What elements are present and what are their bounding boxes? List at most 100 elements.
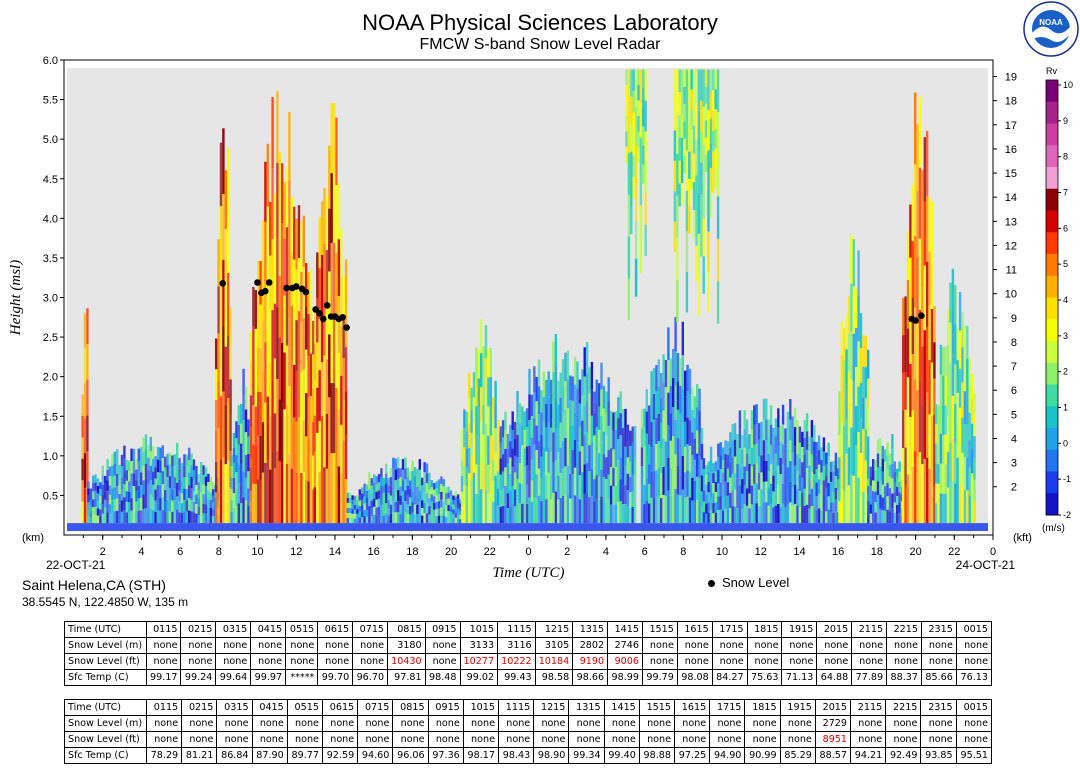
table-cell: 86.84 — [216, 747, 253, 764]
echo-cell-8 — [593, 501, 596, 524]
snow-level-point — [918, 312, 925, 320]
table-cell: none — [709, 731, 746, 748]
echo-cell-8 — [605, 501, 608, 524]
table-cell: 2315 — [920, 621, 957, 638]
echo-cell-8 — [525, 446, 529, 466]
echo-cell-10 — [660, 498, 663, 524]
echo-cell-5 — [318, 370, 321, 422]
echo-cell-12 — [721, 497, 725, 511]
echo-cell-6 — [377, 506, 381, 515]
echo-cell-5 — [313, 308, 317, 345]
echo-cell-10 — [648, 483, 651, 504]
echo-cell-8 — [540, 501, 543, 524]
echo-cell-1 — [188, 485, 191, 498]
echo-cell-8 — [552, 492, 555, 524]
echo-cell-6 — [411, 502, 414, 513]
echo-cell-16 — [968, 384, 971, 413]
echo-cell-11 — [688, 151, 691, 179]
echo-cell-2 — [227, 460, 230, 524]
echo-cell-8 — [521, 464, 524, 485]
echo-cell-11 — [692, 97, 696, 126]
echo-cell-4 — [266, 396, 269, 460]
echo-cell-11 — [712, 90, 715, 111]
echo-cell-16 — [942, 464, 945, 494]
echo-cell-7 — [492, 418, 495, 440]
echo-cell-8 — [576, 361, 579, 389]
echo-cell-7 — [480, 421, 483, 456]
echo-cell-0 — [86, 379, 89, 416]
echo-cell-7 — [477, 349, 480, 379]
echo-cell-4 — [259, 304, 262, 349]
snow-level-m-row: Snow Level (m) none none none none none none no… — [64, 637, 993, 654]
colorbar-tick-label: -2 — [1063, 510, 1071, 520]
echo-cell-14 — [888, 464, 892, 477]
echo-cell-11 — [683, 138, 686, 156]
echo-cell-4 — [249, 427, 253, 460]
echo-cell-8 — [624, 485, 627, 504]
echo-cell-13 — [864, 460, 867, 492]
echo-cell-8 — [525, 484, 529, 504]
echo-cell-6 — [423, 482, 426, 493]
echo-cell-11 — [716, 196, 720, 239]
echo-cell-8 — [501, 488, 505, 506]
echo-cell-12 — [753, 503, 756, 524]
echo-cell-10 — [684, 370, 687, 397]
echo-cell-1 — [192, 491, 196, 502]
echo-cell-6 — [428, 514, 431, 524]
echo-cell-16 — [973, 414, 976, 437]
table-cell: 3116 — [497, 637, 536, 654]
echo-cell-12 — [726, 509, 730, 524]
echo-cell-10 — [662, 410, 665, 439]
echo-cell-4 — [290, 360, 293, 415]
snow-level-legend: Snow Level — [708, 575, 789, 590]
echo-cell-4 — [283, 295, 286, 353]
echo-cell-12 — [760, 506, 763, 524]
echo-cell-8 — [564, 409, 567, 438]
echo-cell-1 — [197, 514, 200, 524]
echo-cell-8 — [509, 424, 512, 442]
echo-cell-10 — [691, 500, 694, 524]
echo-cell-10 — [681, 355, 684, 389]
x-tick-label: 14 — [329, 546, 341, 558]
table-cell: none — [568, 731, 605, 748]
echo-cell-12 — [762, 440, 766, 461]
table-cell: none — [215, 653, 252, 670]
echo-cell-14 — [898, 482, 901, 493]
echo-cell-8 — [573, 440, 577, 468]
echo-cell-10 — [664, 441, 668, 469]
echo-cell-14 — [869, 494, 872, 505]
echo-cell-1 — [111, 477, 114, 489]
echo-cell-8 — [571, 498, 574, 524]
echo-cell-1 — [113, 463, 116, 476]
echo-cell-13 — [855, 445, 858, 485]
echo-cell-1 — [212, 482, 215, 489]
y-tick-label: 5.5 — [43, 95, 58, 107]
echo-cell-6 — [349, 497, 352, 503]
echo-cell-7 — [463, 409, 466, 429]
echo-cell-16 — [968, 412, 971, 441]
echo-cell-10 — [660, 423, 663, 448]
table-cell: none — [427, 715, 464, 732]
echo-cell-12 — [705, 513, 708, 524]
echo-cell-16 — [944, 376, 947, 406]
echo-cell-6 — [404, 501, 407, 513]
echo-cell-15 — [921, 405, 924, 465]
echo-cell-3 — [247, 419, 250, 437]
echo-cell-6 — [445, 505, 448, 512]
echo-cell-4 — [254, 290, 257, 329]
echo-cell-10 — [640, 504, 644, 524]
echo-cell-9 — [632, 134, 635, 156]
table-cell: none — [779, 715, 816, 732]
echo-cell-1 — [142, 508, 145, 524]
echo-cell-9 — [632, 112, 635, 135]
echo-cell-8 — [609, 504, 613, 524]
echo-cell-11 — [673, 221, 677, 253]
y2-tick-label: 14 — [1005, 192, 1017, 204]
echo-cell-4 — [295, 421, 298, 473]
echo-cell-12 — [753, 444, 756, 465]
echo-cell-1 — [128, 481, 131, 492]
echo-cell-12 — [801, 477, 804, 493]
echo-cell-4 — [264, 282, 267, 343]
echo-cell-8 — [576, 496, 579, 524]
echo-cell-10 — [660, 372, 663, 398]
